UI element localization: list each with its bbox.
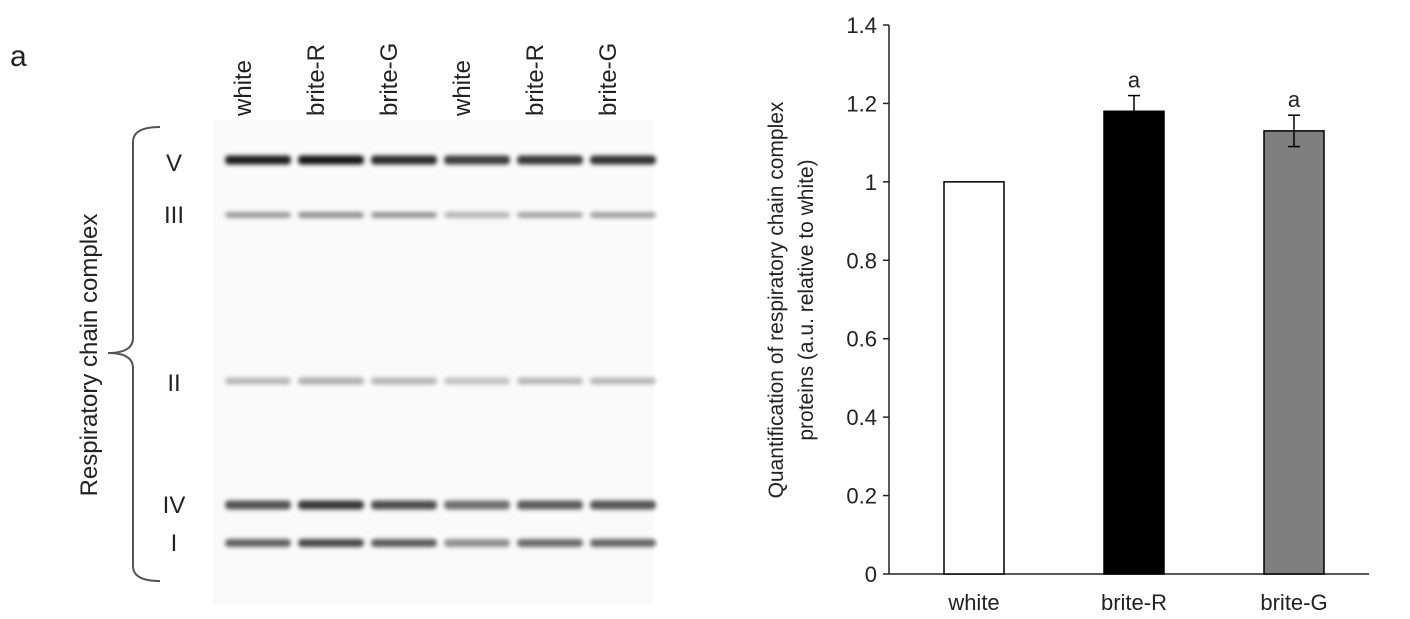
blot-band	[517, 539, 583, 547]
blot-band	[225, 377, 291, 385]
blot-band	[444, 155, 510, 165]
significance-label: a	[1288, 87, 1301, 112]
bar-chart: 00.20.40.60.811.21.4 aa white brite-R brit…	[765, 13, 1369, 615]
band-label: V	[165, 150, 182, 177]
y-axis-ticks: 0 0.2 0.4 0.6 0.8 1 1.2 1.4	[846, 13, 889, 587]
bar	[1103, 110, 1165, 575]
y-tick-label: 0.4	[846, 405, 877, 430]
blot-band	[225, 212, 291, 218]
y-tick-label: 1.2	[846, 91, 877, 116]
band-label: I	[170, 530, 178, 557]
y-tick-label: 0.2	[846, 484, 877, 509]
blot-band	[371, 155, 437, 165]
blot-bands	[225, 155, 656, 547]
y-axis-title-line-2: proteins (a.u. relative to white)	[795, 159, 818, 440]
blot-band	[371, 212, 437, 218]
blot-band	[517, 155, 583, 165]
y-tick-label: 0.6	[846, 327, 877, 352]
blot-band	[444, 539, 510, 547]
x-axis-tick-labels: white brite-R brite-G	[947, 590, 1327, 615]
blot-band	[517, 212, 583, 218]
blot-band	[590, 212, 656, 218]
blot-band	[517, 377, 583, 385]
panel-label: a	[10, 40, 27, 73]
blot-band	[590, 539, 656, 547]
blot-band	[371, 500, 437, 510]
blot-band	[371, 377, 437, 385]
blot-band	[225, 155, 291, 165]
blot-band	[298, 212, 364, 218]
y-axis-title-line-1: Quantification of respiratory chain comp…	[765, 101, 788, 498]
bar	[943, 181, 1005, 575]
western-blot-image	[213, 120, 653, 605]
blot-band	[444, 212, 510, 218]
band-label: II	[167, 370, 181, 397]
blot-band	[444, 377, 510, 385]
bars: aa	[943, 68, 1325, 575]
blot-band	[590, 155, 656, 165]
blot-band	[298, 155, 364, 165]
blot-band	[225, 500, 291, 510]
blot-band	[444, 500, 510, 510]
blot-band	[517, 500, 583, 510]
y-tick-label: 1.4	[846, 13, 877, 38]
x-tick-label: white	[947, 590, 999, 615]
y-tick-label: 0.8	[846, 248, 877, 273]
blot-band	[225, 539, 291, 547]
y-tick-label: 0	[865, 562, 877, 587]
blot-band	[590, 500, 656, 510]
blot-band	[298, 539, 364, 547]
significance-label: a	[1128, 68, 1141, 93]
x-tick-label: brite-R	[1101, 590, 1167, 615]
bar	[1263, 130, 1325, 575]
blot-band	[298, 377, 364, 385]
blot-band	[590, 377, 656, 385]
blot-band	[298, 500, 364, 510]
blot-bracket	[107, 126, 161, 582]
band-label: III	[163, 202, 184, 229]
x-tick-label: brite-G	[1260, 590, 1327, 615]
band-label: IV	[162, 492, 186, 519]
blot-band	[371, 539, 437, 547]
y-tick-label: 1	[865, 170, 877, 195]
